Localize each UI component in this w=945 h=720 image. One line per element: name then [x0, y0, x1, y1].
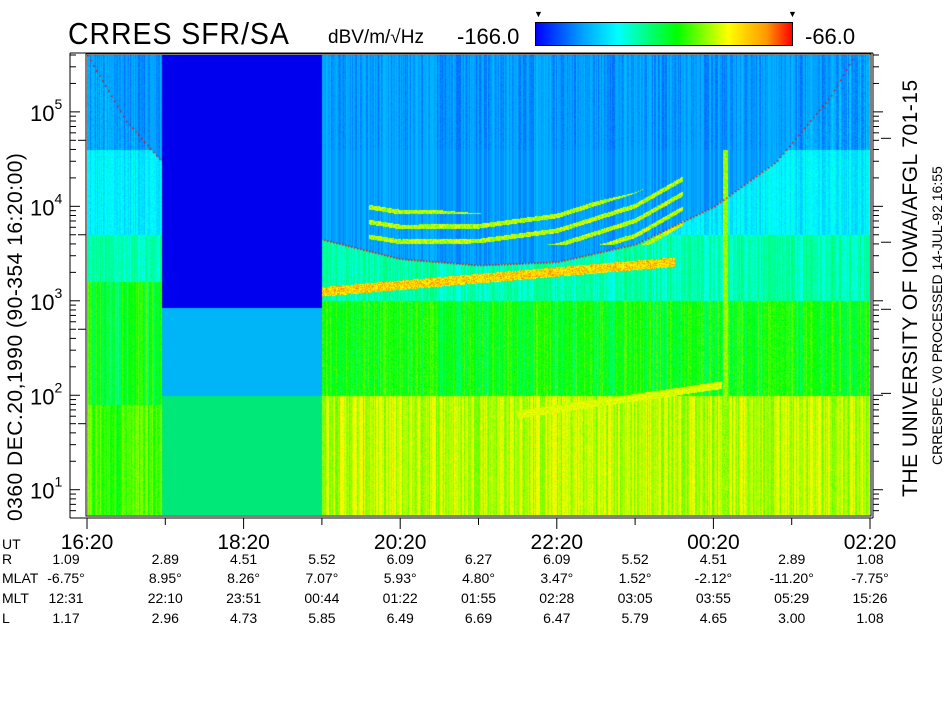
ephemeris-cell: 6.47 — [543, 610, 571, 626]
ephemeris-cell: 4.51 — [229, 551, 258, 567]
ephemeris-cell: 01:55 — [460, 590, 497, 606]
ephemeris-cell: 12:31 — [48, 590, 84, 606]
ephemeris-cell: 5.52 — [621, 551, 649, 567]
plot-title: CRRES SFR/SA — [68, 16, 290, 51]
ephemeris-cell: 00:44 — [304, 590, 340, 606]
ephemeris-cell: 5.52 — [308, 551, 336, 567]
ephemeris-cell: 4.73 — [229, 610, 258, 626]
y-tick-label: 103 — [30, 285, 62, 315]
date-label: 0360 DEC.20,1990 (90-354 16:20:00) — [4, 152, 27, 521]
x-axis-label: UT — [2, 536, 21, 552]
ephemeris-cell: 2.89 — [778, 551, 806, 567]
ephemeris-cell: 2.89 — [151, 551, 179, 567]
ephemeris-cell: 1.08 — [856, 551, 884, 567]
ephemeris-cell: -2.12° — [694, 570, 733, 586]
ephemeris-cell: -6.75° — [47, 570, 85, 586]
ephemeris-cell: 1.09 — [52, 551, 80, 567]
ephemeris-cell: 6.09 — [386, 551, 414, 567]
ephemeris-row-label: MLAT — [2, 570, 39, 586]
ephemeris-cell: 1.17 — [52, 610, 80, 626]
ephemeris-cell: 7.07° — [305, 570, 339, 586]
processing-label: CRRESPEC V0 PROCESSED 14-JUL-92 16:55 — [929, 166, 945, 465]
ephemeris-cell: 4.51 — [699, 551, 728, 567]
y-tick-label: 102 — [30, 379, 62, 409]
colorbar-min-marker-icon: ▼ — [534, 9, 543, 19]
ephemeris-cell: 05:29 — [774, 590, 810, 606]
ephemeris-cell: 1.52° — [618, 570, 652, 586]
ephemeris-cell: -7.75° — [851, 570, 889, 586]
ephemeris-cell: 03:55 — [695, 590, 731, 606]
plot-frame — [85, 53, 872, 517]
ephemeris-cell: 4.65 — [699, 610, 728, 626]
ephemeris-cell: 02:28 — [539, 590, 575, 606]
ephemeris-cell: 6.09 — [543, 551, 571, 567]
ephemeris-cell: 2.96 — [151, 610, 179, 626]
ephemeris-cell: 1.08 — [856, 610, 884, 626]
ephemeris-cell: 4.80° — [462, 570, 495, 586]
colorbar — [535, 22, 793, 46]
y-tick-label: 101 — [30, 474, 62, 504]
ephemeris-cell: 01:22 — [382, 590, 418, 606]
ephemeris-row-label: R — [2, 551, 13, 567]
ephemeris-cell: 3.47° — [540, 570, 574, 586]
ephemeris-cell: 8.26° — [227, 570, 261, 586]
ephemeris-cell: 6.27 — [464, 551, 493, 567]
ephemeris-cell: 6.69 — [464, 610, 493, 626]
x-tick-label: 18:20 — [217, 531, 270, 554]
spectrogram — [87, 55, 870, 515]
ephemeris-cell: 03:05 — [617, 590, 653, 606]
ephemeris-cell: 8.95° — [148, 570, 182, 586]
y-tick-label: 105 — [30, 96, 62, 126]
ephemeris-row-label: MLT — [2, 590, 29, 606]
ephemeris-cell: 23:51 — [226, 590, 262, 606]
colorbar-units: dBV/m/√Hz — [328, 27, 424, 48]
ephemeris-row-label: L — [2, 610, 10, 626]
ephemeris-cell: 5.93° — [383, 570, 417, 586]
ephemeris-cell: -11.20° — [769, 570, 814, 586]
x-tick-label: 16:20 — [61, 531, 114, 554]
ephemeris-cell: 3.00 — [778, 610, 806, 626]
x-tick-label: 00:20 — [687, 531, 740, 554]
institution-label: THE UNIVERSITY OF IOWA/AFGL 701-15 — [899, 79, 922, 497]
ephemeris-cell: 5.85 — [308, 610, 336, 626]
ephemeris-cell: 22:10 — [147, 590, 183, 606]
ephemeris-cell: 5.79 — [621, 610, 649, 626]
colorbar-max-marker-icon: ▼ — [788, 9, 797, 19]
x-tick-label: 22:20 — [531, 531, 584, 554]
ephemeris-cell: 15:26 — [852, 590, 888, 606]
x-tick-label: 20:20 — [374, 531, 427, 554]
colorbar-max: -66.0 — [805, 24, 856, 49]
x-tick-label: 02:20 — [844, 531, 897, 554]
ephemeris-cell: 6.49 — [386, 610, 414, 626]
y-tick-label: 104 — [30, 190, 62, 220]
colorbar-min: -166.0 — [457, 24, 520, 49]
